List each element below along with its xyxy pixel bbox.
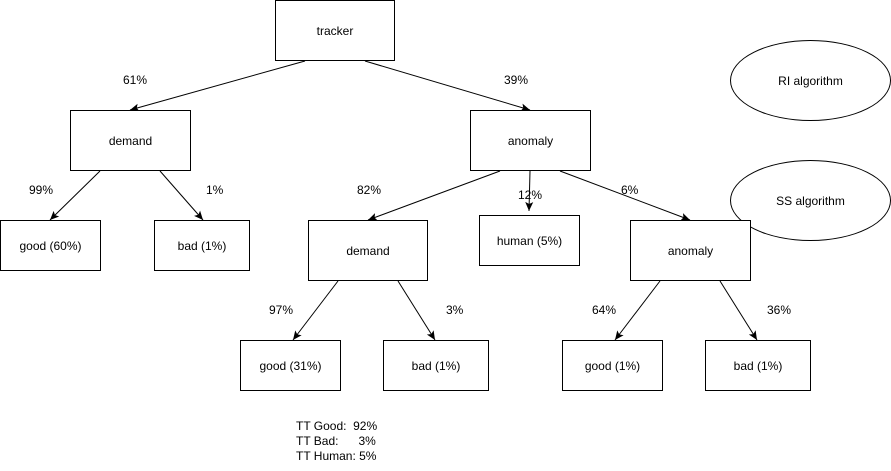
node-sub-anomaly-label: anomaly: [667, 243, 714, 258]
node-anomaly: anomaly: [470, 110, 591, 171]
node-demand: demand: [70, 110, 191, 171]
edge-label-right-anomaly: 6%: [621, 183, 639, 197]
edge-root-right: [364, 60, 531, 112]
legend-ss-label: SS algorithm: [776, 193, 845, 208]
edge-anomaly-good: [614, 280, 661, 341]
node-good-1-label: good (1%): [584, 358, 641, 373]
total-human: TT Human: 5%: [296, 449, 377, 463]
edge-label-anomaly-good: 64%: [592, 303, 617, 317]
edge-label-demand-bad: 3%: [446, 303, 464, 317]
node-tracker-label: tracker: [316, 23, 354, 38]
legend-ri-algorithm: RI algorithm: [730, 40, 891, 121]
node-bad-1-demand: bad (1%): [383, 340, 489, 391]
totals-summary: TT Good: 92% TT Bad: 3% TT Human: 5%: [296, 419, 377, 464]
legend-ri-label: RI algorithm: [778, 73, 843, 88]
edge-right-demand: [367, 170, 501, 221]
edge-label-anomaly-bad: 36%: [767, 303, 792, 317]
node-bad-1-label: bad (1%): [177, 238, 227, 253]
legend-ss-algorithm: SS algorithm: [730, 160, 891, 241]
total-good: TT Good: 92%: [296, 419, 378, 433]
node-bad-1-anomaly-label: bad (1%): [733, 358, 783, 373]
edge-demand-good: [292, 280, 339, 341]
edge-label-root-left: 61%: [123, 73, 148, 87]
node-good-31: good (31%): [240, 340, 341, 391]
node-good-60-label: good (60%): [19, 238, 82, 253]
node-sub-anomaly: anomaly: [630, 220, 751, 281]
edge-label-left-bad: 1%: [206, 183, 224, 197]
node-demand-label: demand: [108, 133, 153, 148]
total-bad: TT Bad: 3%: [296, 434, 376, 448]
node-human: human (5%): [479, 215, 580, 266]
edge-left-bad: [159, 170, 204, 221]
node-human-label: human (5%): [496, 233, 563, 248]
node-anomaly-label: anomaly: [507, 133, 554, 148]
edge-demand-bad: [397, 280, 436, 341]
node-bad-1: bad (1%): [154, 220, 250, 271]
edge-label-right-demand: 82%: [357, 183, 382, 197]
edge-right-anomaly: [559, 170, 691, 221]
node-bad-1-demand-label: bad (1%): [411, 358, 461, 373]
edge-label-root-right: 39%: [504, 73, 529, 87]
node-good-31-label: good (31%): [259, 358, 322, 373]
edge-label-right-human: 12%: [518, 188, 543, 202]
node-tracker: tracker: [275, 0, 395, 61]
node-good-1: good (1%): [562, 340, 663, 391]
node-bad-1-anomaly: bad (1%): [705, 340, 811, 391]
edge-anomaly-bad: [719, 280, 758, 341]
node-sub-demand: demand: [308, 220, 428, 281]
node-good-60: good (60%): [0, 220, 101, 271]
edge-label-left-good: 99%: [29, 183, 54, 197]
edge-right-human: [525, 170, 534, 212]
node-sub-demand-label: demand: [346, 243, 390, 258]
edge-root-left: [129, 60, 306, 112]
edge-left-good: [49, 170, 101, 221]
edge-label-demand-good: 97%: [269, 303, 294, 317]
